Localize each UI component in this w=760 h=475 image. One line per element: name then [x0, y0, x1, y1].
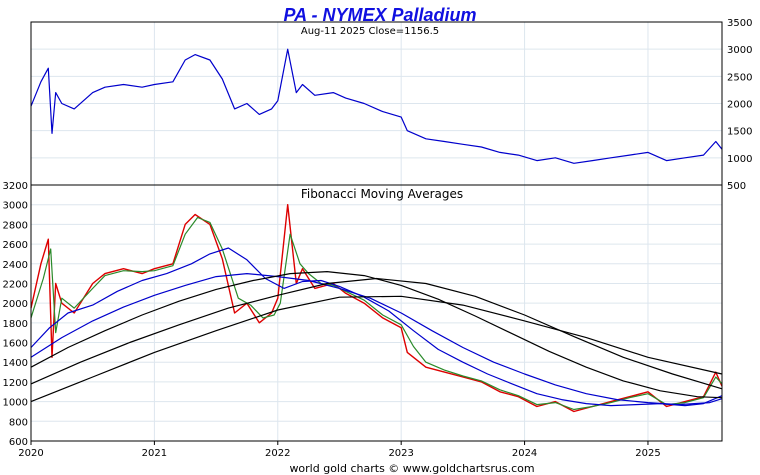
- x-tick-label: 2024: [512, 448, 537, 459]
- y-tick-label: 1000: [3, 398, 28, 409]
- series-line: [30, 48, 723, 164]
- series-line: [30, 271, 723, 399]
- x-tick-label: 2022: [265, 448, 290, 459]
- chart-title: PA - NYMEX Palladium: [283, 5, 476, 25]
- y-tick-label: 2400: [3, 260, 28, 271]
- y-tick-label: 1500: [727, 127, 752, 138]
- y-tick-label: 500: [727, 181, 746, 192]
- y-tick-label: 2200: [3, 279, 28, 290]
- footer-credit: world gold charts © www.goldchartsrus.co…: [289, 462, 534, 475]
- y-tick-label: 2500: [727, 72, 752, 83]
- y-tick-label: 2000: [3, 299, 28, 310]
- y-tick-label: 1000: [727, 154, 752, 165]
- panel2-title: Fibonacci Moving Averages: [301, 187, 463, 201]
- y-tick-label: 600: [9, 437, 28, 448]
- panel-frame: [30, 184, 723, 442]
- y-tick-label: 1800: [3, 319, 28, 330]
- y-tick-label: 3000: [3, 201, 28, 212]
- grid: [30, 21, 722, 442]
- y-tick-label: 1600: [3, 339, 28, 350]
- series-line: [30, 295, 723, 403]
- y-tick-label: 2800: [3, 220, 28, 231]
- x-tick-label: 2023: [388, 448, 413, 459]
- y-tick-label: 1200: [3, 378, 28, 389]
- frame: [30, 21, 723, 445]
- series-line: [30, 277, 723, 390]
- chart-subtitle: Aug-11 2025 Close=1156.5: [301, 26, 439, 37]
- series-layer: [30, 48, 723, 413]
- tick-labels: 3500 3000 2500 2000 1500 1000 500 2020 2021 2022 2…: [3, 18, 753, 459]
- y-tick-label: 1400: [3, 358, 28, 369]
- x-tick-label: 2021: [142, 448, 167, 459]
- y-tick-label: 3500: [727, 18, 752, 29]
- series-line: [30, 273, 723, 406]
- x-tick-label: 2020: [18, 448, 43, 459]
- y-tick-label: 800: [9, 417, 28, 428]
- series-line: [30, 204, 723, 413]
- y-tick-label: 3200: [3, 181, 28, 192]
- y-tick-label: 2000: [727, 100, 752, 111]
- x-tick-label: 2025: [635, 448, 660, 459]
- y-tick-label: 2600: [3, 240, 28, 251]
- y-tick-label: 3000: [727, 45, 752, 56]
